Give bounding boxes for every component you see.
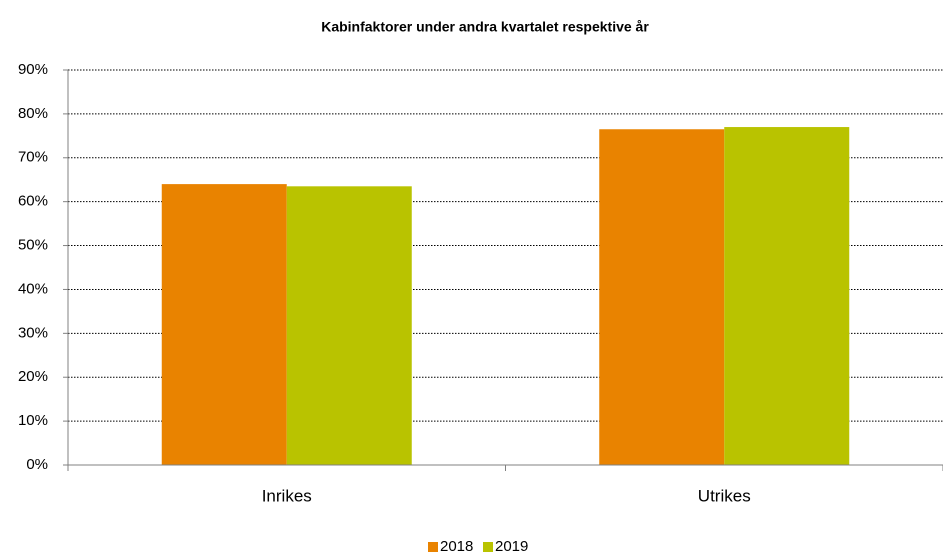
legend-swatch (428, 542, 438, 552)
y-tick-label: 30% (18, 324, 48, 341)
y-tick-label: 50% (18, 237, 48, 254)
bar (724, 127, 850, 466)
y-tick-label: 70% (18, 149, 48, 166)
legend-label: 2018 (440, 538, 473, 554)
bar (599, 129, 725, 465)
y-tick-label: 10% (18, 412, 48, 429)
x-tick-label: Inrikes (262, 486, 312, 505)
legend-label: 2019 (495, 538, 528, 554)
bar (286, 186, 412, 466)
chart-title: Kabinfaktorer under andra kvartalet resp… (321, 19, 649, 35)
x-tick-label: Utrikes (698, 486, 751, 505)
y-tick-label: 80% (18, 105, 48, 122)
y-tick-label: 60% (18, 193, 48, 210)
y-tick-label: 0% (26, 456, 48, 473)
y-tick-label: 40% (18, 280, 48, 297)
y-tick-label: 20% (18, 368, 48, 385)
bar (161, 184, 287, 465)
legend-swatch (483, 542, 493, 552)
y-tick-label: 90% (18, 61, 48, 78)
